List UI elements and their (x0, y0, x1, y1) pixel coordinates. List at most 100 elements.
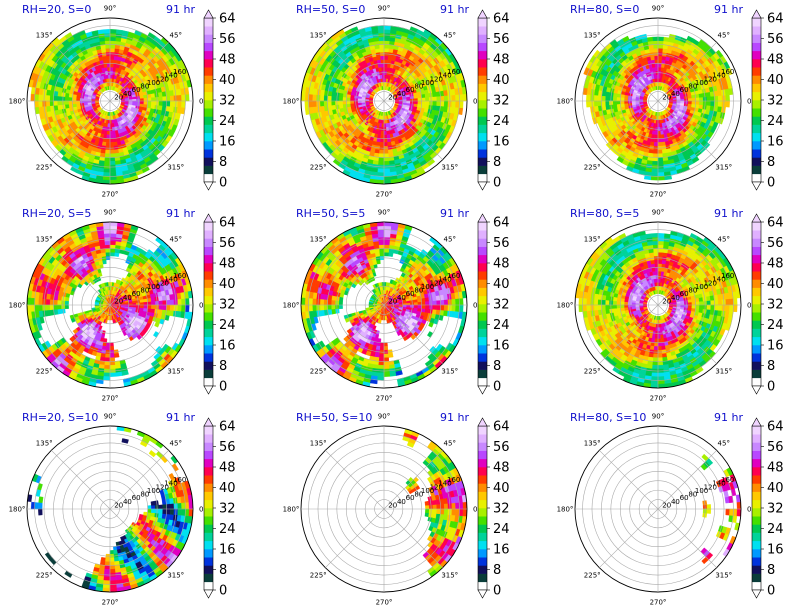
precip-cell (64, 92, 70, 98)
precip-cell (330, 96, 336, 102)
precip-cell (109, 282, 113, 287)
precip-cell (147, 100, 152, 105)
colorbar-segment (752, 59, 761, 68)
angle-tick-label: 90° (652, 5, 664, 13)
panel-time: 91 hr (440, 3, 469, 16)
precip-cell (653, 142, 659, 147)
colorbar-segment (204, 157, 213, 166)
precip-cell (383, 36, 390, 42)
precip-cell (107, 123, 111, 128)
precip-cell (380, 138, 385, 143)
colorbar-segment (478, 173, 487, 183)
precip-cell (383, 29, 391, 34)
precip-cell (104, 248, 111, 253)
colorbar-tick-label: 64 (767, 12, 784, 27)
precip-cell (101, 345, 107, 351)
precip-cell (653, 55, 659, 60)
precip-cell (706, 96, 712, 102)
precip-cell (104, 44, 111, 49)
panel-time: 91 hr (714, 3, 743, 16)
precip-cell (436, 95, 441, 102)
colorbar-segment (204, 149, 213, 158)
precip-cell (184, 93, 190, 102)
colorbar-tick-label: 16 (219, 135, 236, 150)
polar-panel: 90°45°0°315°270°225°180°135°20 40 60 801001… (557, 5, 784, 199)
precip-cell (56, 300, 62, 306)
precip-cell (113, 55, 119, 61)
precip-cell (383, 172, 391, 177)
colorbar-segment (752, 83, 761, 93)
precip-cell (379, 142, 385, 147)
colorbar-segment (752, 141, 761, 150)
colorbar-segment (752, 75, 761, 84)
colorbar-segment (204, 108, 213, 117)
precip-cell (381, 123, 385, 128)
angle-tick-label: 0° (199, 98, 207, 106)
colorbar-tick-label: 24 (493, 114, 510, 129)
polar-panel: 90°45°0°315°270°225°180°135°20 40 60 801001… (283, 5, 510, 199)
precip-cell (104, 357, 111, 362)
precip-cell (383, 25, 391, 30)
colorbar-tick-label: 48 (219, 53, 236, 68)
colorbar-segment (204, 141, 213, 150)
precip-cell (698, 104, 704, 110)
precip-cell (657, 63, 662, 68)
precip-cell (458, 100, 464, 109)
angle-tick-label: 270° (376, 191, 393, 199)
precip-cell (323, 100, 328, 107)
precip-cell (458, 93, 464, 102)
colorbar-segment (752, 116, 761, 125)
precip-cell (75, 97, 81, 102)
radial-tick-label: 60 (680, 86, 689, 94)
colorbar-extend-min (751, 181, 762, 191)
colorbar-tick-label: 40 (493, 73, 510, 88)
precip-cell (64, 96, 69, 102)
colorbar-segment (204, 59, 213, 68)
precip-field (582, 33, 734, 181)
precip-cell (304, 93, 310, 102)
precip-cell (601, 95, 606, 102)
precip-cell (612, 100, 617, 106)
precip-cell (109, 372, 117, 377)
radial-tick-label: 160 (173, 68, 186, 76)
precip-cell (657, 138, 662, 143)
colorbar-segment (478, 42, 487, 52)
precip-cell (109, 142, 115, 147)
precip-cell (151, 96, 156, 102)
precip-cell (102, 179, 111, 184)
radial-tick-label: 60 (132, 86, 141, 94)
precip-cell (109, 134, 114, 139)
precip-cell (181, 100, 186, 108)
precip-cell (49, 299, 54, 306)
precip-cell (691, 100, 696, 105)
radial-tick-label: 120 (430, 75, 443, 83)
precip-cell (312, 100, 317, 108)
precip-cell (593, 100, 599, 107)
precip-cell (53, 95, 58, 102)
precip-cell (657, 36, 664, 42)
precip-cell (30, 93, 36, 102)
precip-cell (451, 100, 456, 108)
precip-cell (378, 160, 385, 166)
precip-cell (151, 304, 156, 310)
precip-cell (38, 298, 43, 306)
precip-cell (455, 94, 460, 102)
colorbar-segment (752, 149, 761, 158)
precip-cell (375, 141, 381, 147)
precip-cell (714, 95, 719, 102)
precip-cell (109, 153, 116, 158)
colorbar-tick-label: 48 (767, 53, 784, 68)
precip-cell (612, 92, 618, 98)
angle-tick-label: 135° (36, 32, 53, 40)
precip-cell (45, 304, 51, 311)
precip-cell (109, 149, 115, 155)
precip-cell (425, 100, 430, 106)
colorbar-segment (752, 132, 761, 142)
precip-cell (114, 353, 120, 358)
precip-cell (109, 78, 113, 83)
precip-cell (101, 141, 107, 147)
precip-cell (181, 298, 186, 306)
colorbar-tick-label: 0 (219, 176, 227, 191)
radial-tick-label: 100 (147, 79, 160, 87)
